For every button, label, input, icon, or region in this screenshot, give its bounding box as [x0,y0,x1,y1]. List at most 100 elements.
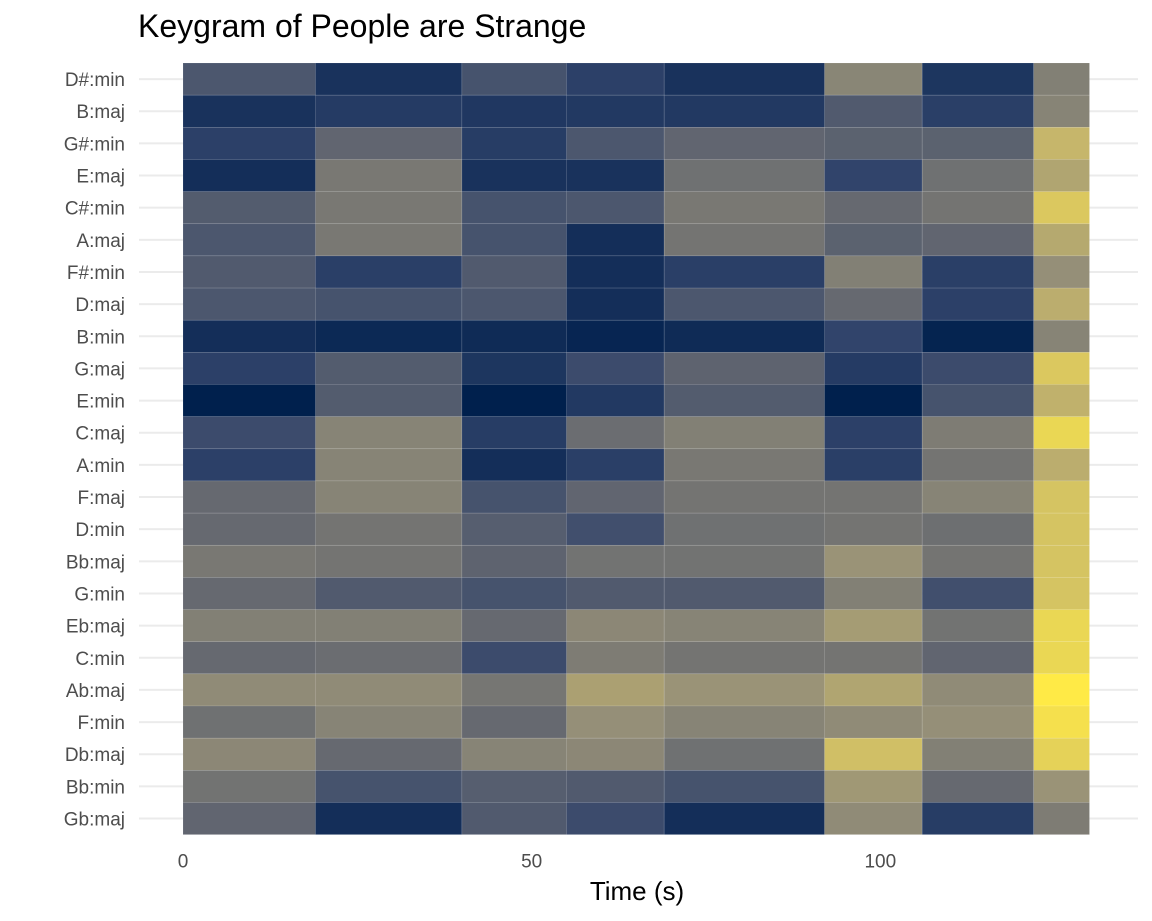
heatmap-cell [1033,641,1090,675]
y-tick-label: C:min [75,649,125,670]
heatmap-cell [663,62,825,96]
heatmap-cell [1033,512,1090,546]
heatmap-cell [315,416,463,450]
heatmap-cell [461,705,567,739]
heatmap-cell [1033,287,1090,321]
heatmap-cell [461,416,567,450]
heatmap-cell [824,191,923,225]
heatmap-cell [315,255,463,289]
heatmap-cell [663,512,825,546]
y-tick-label: D#:min [65,70,125,91]
heatmap-cell [566,448,665,482]
heatmap-cell [566,191,665,225]
heatmap-cell [824,577,923,610]
heatmap-cell [566,127,665,160]
heatmap-cell [461,769,567,803]
heatmap-cell [921,705,1035,739]
heatmap-cell [663,802,825,835]
heatmap-cell [824,480,923,514]
heatmap-cell [182,769,316,803]
y-tick-label: Ab:maj [66,681,125,702]
heatmap-cell [566,737,665,771]
heatmap-cell [824,62,923,96]
heatmap-cell [824,223,923,257]
heatmap-cell [663,448,825,482]
heatmap-cell [824,319,923,353]
heatmap-cell [921,223,1035,257]
heatmap-cell [315,127,463,160]
y-tick-label: Bb:min [66,777,125,798]
heatmap-cell [824,448,923,482]
heatmap-cell [461,802,567,835]
heatmap-cell [1033,352,1090,385]
heatmap-cell [461,62,567,96]
heatmap-cell [824,769,923,803]
heatmap-cell [566,416,665,450]
heatmap-cell [315,609,463,642]
heatmap-cell [1033,480,1090,514]
heatmap-cell [566,512,665,546]
heatmap-cell [921,609,1035,642]
heatmap-cell [566,352,665,385]
heatmap-cell [824,609,923,642]
heatmap-cell [315,94,463,128]
heatmap-cell [1033,577,1090,610]
y-tick-label: A:maj [76,231,125,252]
x-tick-label: 0 [178,852,189,873]
heatmap-cell [663,577,825,610]
heatmap-cell [824,544,923,578]
heatmap-cell [315,62,463,96]
heatmap-cell [566,159,665,192]
y-tick-label: B:min [76,327,125,348]
heatmap-cell [566,94,665,128]
y-tick-label: F:maj [78,488,126,509]
heatmap-cell [824,416,923,450]
heatmap-cell [566,480,665,514]
heatmap-cell [663,287,825,321]
heatmap-cell [921,62,1035,96]
heatmap-cell [921,159,1035,192]
heatmap-cell [921,416,1035,450]
heatmap-cell [1033,159,1090,192]
heatmap-cell [1033,384,1090,417]
heatmap-cell [566,319,665,353]
heatmap-cell [461,512,567,546]
heatmap-cell [824,384,923,417]
heatmap-cell [566,673,665,707]
heatmap-cell [315,737,463,771]
y-tick-label: E:maj [76,167,125,188]
heatmap-cell [461,94,567,128]
heatmap-cell [663,769,825,803]
heatmap-cell [461,737,567,771]
heatmap-cell [1033,673,1090,707]
heatmap-cell [663,384,825,417]
heatmap-cell [921,352,1035,385]
heatmap-cell [182,577,316,610]
heatmap-cell [1033,705,1090,739]
heatmap-cell [461,577,567,610]
y-tick-label: A:min [76,456,125,477]
heatmap-cell [315,352,463,385]
heatmap-cell [1033,62,1090,96]
heatmap-cell [315,384,463,417]
heatmap-cell [1033,448,1090,482]
heatmap-cell [315,159,463,192]
y-tick-label: Db:maj [65,745,125,766]
heatmap-cell [315,641,463,675]
heatmap-cell [182,319,316,353]
heatmap-cell [461,352,567,385]
heatmap-cell [182,609,316,642]
heatmap-cell [921,544,1035,578]
heatmap-cell [921,319,1035,353]
heatmap-cell [921,127,1035,160]
heatmap-cell [566,62,665,96]
heatmap-cell [663,480,825,514]
heatmap-cell [663,416,825,450]
heatmap-cell [461,448,567,482]
heatmap-cell [461,287,567,321]
heatmap-cell [182,416,316,450]
y-tick-label: Eb:maj [66,617,125,638]
heatmap-cell [824,255,923,289]
heatmap-cell [663,641,825,675]
